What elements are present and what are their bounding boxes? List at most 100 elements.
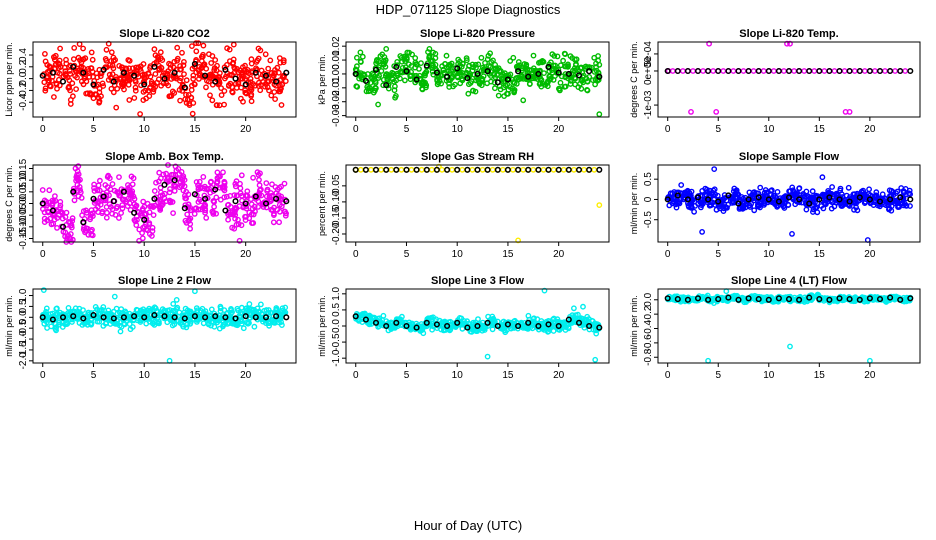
data-point xyxy=(46,187,53,194)
data-point xyxy=(45,209,52,216)
data-point xyxy=(118,210,125,216)
data-point xyxy=(126,65,133,72)
hourly-mean-point xyxy=(846,67,853,75)
outlier-point xyxy=(713,109,720,115)
data-point xyxy=(52,312,59,318)
outlier-point xyxy=(867,357,873,364)
data-point xyxy=(80,81,87,88)
data-point xyxy=(185,191,192,198)
data-point xyxy=(200,320,207,327)
hourly-mean-point xyxy=(171,314,178,321)
hourly-mean-point xyxy=(897,67,904,75)
data-point xyxy=(180,59,187,65)
data-point xyxy=(426,46,433,52)
data-point xyxy=(740,68,747,74)
data-point xyxy=(245,320,251,327)
y-tick-label: 1.0 xyxy=(18,288,29,302)
data-point xyxy=(281,208,288,215)
y-tick-label: 0.5 xyxy=(331,303,342,317)
data-point xyxy=(247,79,254,86)
data-point xyxy=(538,318,545,324)
data-point xyxy=(102,56,109,62)
data-point xyxy=(268,92,275,99)
x-tick-label: 15 xyxy=(502,124,514,135)
data-point xyxy=(416,66,422,72)
hourly-mean-point xyxy=(504,321,511,328)
data-point xyxy=(520,166,527,173)
data-point xyxy=(751,197,757,204)
data-point xyxy=(211,203,218,210)
data-point xyxy=(432,61,439,68)
data-point xyxy=(203,65,210,72)
data-point xyxy=(265,79,272,85)
hourly-mean-point xyxy=(39,314,46,321)
data-point xyxy=(71,45,78,51)
data-point xyxy=(697,295,704,301)
data-point xyxy=(155,57,162,63)
data-point xyxy=(378,68,385,74)
data-point xyxy=(799,296,806,303)
data-point xyxy=(133,202,140,209)
data-point xyxy=(357,59,364,65)
data-point xyxy=(530,52,537,59)
hourly-mean-point xyxy=(49,207,56,214)
data-point xyxy=(200,42,207,49)
data-point xyxy=(112,211,119,218)
data-point xyxy=(450,83,456,90)
x-tick-label: 0 xyxy=(353,124,359,135)
data-point xyxy=(125,57,132,63)
hourly-mean-point xyxy=(555,322,562,330)
data-point xyxy=(567,53,574,59)
data-point xyxy=(147,85,154,92)
data-point xyxy=(216,325,223,332)
hourly-mean-point xyxy=(383,166,390,173)
outlier-point xyxy=(188,43,195,49)
x-tick-label: 0 xyxy=(40,124,46,135)
data-point xyxy=(478,54,485,61)
data-point xyxy=(841,68,848,74)
data-point xyxy=(122,308,129,315)
hourly-mean-point xyxy=(735,296,742,303)
hourly-mean-point xyxy=(464,75,471,82)
x-tick-label: 5 xyxy=(715,249,721,260)
data-point xyxy=(266,87,272,94)
data-point xyxy=(463,55,470,61)
panel-title: Slope Sample Flow xyxy=(739,151,840,163)
outlier-point xyxy=(580,303,586,310)
data-point xyxy=(270,72,277,79)
data-point xyxy=(459,166,466,173)
hourly-mean-point xyxy=(565,166,572,173)
x-tick-label: 15 xyxy=(814,370,826,381)
x-tick-label: 20 xyxy=(553,124,565,135)
hourly-means xyxy=(352,313,603,331)
x-tick-label: 0 xyxy=(353,249,359,260)
data-points xyxy=(352,163,603,244)
data-point xyxy=(214,169,221,176)
data-point xyxy=(723,197,730,204)
outlier-point xyxy=(846,109,853,115)
data-point xyxy=(177,319,184,326)
data-point xyxy=(188,82,195,89)
x-tick-label: 15 xyxy=(502,370,514,381)
data-point xyxy=(550,328,557,334)
y-tick-label: 0.0 xyxy=(18,71,29,85)
data-point xyxy=(507,58,514,64)
data-point xyxy=(155,76,162,83)
outlier-point xyxy=(375,101,381,108)
hourly-mean-point xyxy=(826,296,833,303)
data-point xyxy=(213,183,220,190)
data-point xyxy=(189,110,196,117)
data-point xyxy=(177,97,184,104)
data-point xyxy=(195,67,202,74)
hourly-mean-point xyxy=(372,319,380,326)
data-point xyxy=(108,49,115,56)
data-point xyxy=(373,70,380,77)
hourly-mean-point xyxy=(735,67,742,75)
data-point xyxy=(139,235,146,242)
data-point xyxy=(688,204,694,211)
figure-title: HDP_071125 Slope Diagnostics xyxy=(376,2,561,17)
x-tick-label: 10 xyxy=(763,124,775,135)
y-axis-label: degrees C per min. xyxy=(629,41,639,118)
data-point xyxy=(388,320,394,327)
hourly-means xyxy=(39,177,290,230)
